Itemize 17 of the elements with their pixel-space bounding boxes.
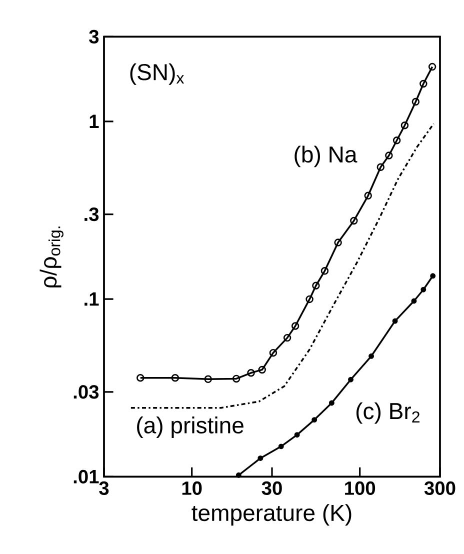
y-tick-label: .03 (74, 385, 99, 399)
x-tick-label: 3 (99, 481, 109, 495)
y-tick-label: .3 (84, 207, 99, 222)
series-label: (b) Na (294, 146, 358, 168)
x-tick-label: 300 (424, 481, 456, 495)
y-tick-label: .1 (84, 292, 99, 306)
x-tick-label: 10 (182, 481, 202, 495)
series-label: (a) pristine (137, 416, 244, 438)
x-tick-label: 100 (345, 481, 376, 495)
annotation: (SN)$_{x}$ (130, 63, 184, 85)
x-axis-title: temperature (K) (192, 504, 352, 526)
x-tick-label: 30 (262, 481, 282, 495)
y-tick-label: 1 (90, 114, 99, 128)
y-axis-title: ρ/ρ$_{orig.}$ (40, 226, 64, 288)
series-label: (c) Br$_{2}$ (356, 402, 420, 424)
y-tick-label: 3 (89, 30, 99, 44)
y-tick-label: .01 (74, 470, 99, 484)
